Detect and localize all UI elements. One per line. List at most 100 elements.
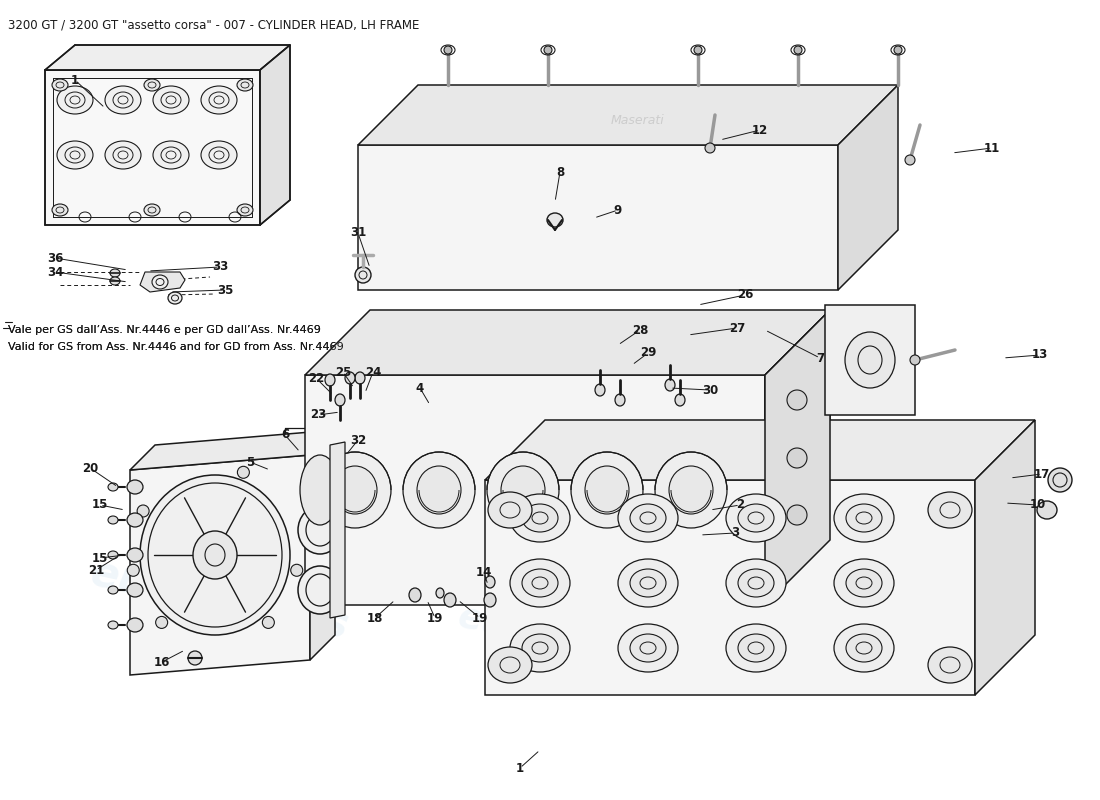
Ellipse shape — [910, 355, 920, 365]
Ellipse shape — [834, 559, 894, 607]
Text: 3: 3 — [730, 526, 739, 539]
Text: Spares: Spares — [601, 191, 800, 278]
Ellipse shape — [738, 504, 774, 532]
Ellipse shape — [666, 379, 675, 391]
Ellipse shape — [188, 651, 202, 665]
Text: Vale per GS dall’Ass. Nr.4446 e per GD dall’Ass. Nr.4469: Vale per GS dall’Ass. Nr.4446 e per GD d… — [8, 325, 321, 335]
Text: 15: 15 — [91, 498, 108, 511]
Ellipse shape — [510, 624, 570, 672]
Text: 20: 20 — [81, 462, 98, 474]
Text: 11: 11 — [983, 142, 1000, 154]
Ellipse shape — [630, 569, 666, 597]
Ellipse shape — [104, 141, 141, 169]
Ellipse shape — [263, 617, 274, 629]
Polygon shape — [485, 480, 975, 695]
Ellipse shape — [522, 634, 558, 662]
Ellipse shape — [126, 583, 143, 597]
Text: 26: 26 — [737, 289, 754, 302]
Ellipse shape — [694, 46, 702, 54]
Text: 19: 19 — [427, 611, 443, 625]
Text: 33: 33 — [212, 261, 228, 274]
Ellipse shape — [547, 213, 563, 227]
Ellipse shape — [238, 466, 250, 478]
Ellipse shape — [522, 569, 558, 597]
Ellipse shape — [571, 452, 643, 528]
Ellipse shape — [846, 569, 882, 597]
Text: eurospares: eurospares — [454, 600, 685, 680]
Ellipse shape — [834, 624, 894, 672]
Ellipse shape — [236, 79, 253, 91]
Ellipse shape — [201, 86, 236, 114]
Ellipse shape — [1048, 468, 1072, 492]
Text: 24: 24 — [365, 366, 382, 378]
Polygon shape — [975, 420, 1035, 695]
Text: 19: 19 — [472, 611, 488, 625]
Text: 25: 25 — [334, 366, 351, 378]
Text: 16: 16 — [154, 655, 170, 669]
Ellipse shape — [846, 504, 882, 532]
Ellipse shape — [126, 480, 143, 494]
Text: 15: 15 — [91, 551, 108, 565]
Ellipse shape — [153, 141, 189, 169]
Ellipse shape — [905, 155, 915, 165]
Ellipse shape — [108, 483, 118, 491]
Ellipse shape — [319, 452, 390, 528]
Polygon shape — [764, 310, 830, 605]
Text: 4: 4 — [416, 382, 425, 394]
Ellipse shape — [336, 394, 345, 406]
Ellipse shape — [444, 46, 452, 54]
Ellipse shape — [595, 384, 605, 396]
Ellipse shape — [738, 634, 774, 662]
Ellipse shape — [110, 277, 120, 285]
Text: 31: 31 — [350, 226, 366, 239]
Ellipse shape — [126, 618, 143, 632]
Ellipse shape — [630, 634, 666, 662]
Polygon shape — [305, 310, 830, 375]
Ellipse shape — [140, 475, 290, 635]
Ellipse shape — [236, 204, 253, 216]
Text: 21: 21 — [88, 563, 104, 577]
Ellipse shape — [488, 492, 532, 528]
Text: 22: 22 — [308, 371, 324, 385]
Polygon shape — [130, 455, 310, 675]
Ellipse shape — [726, 494, 786, 542]
Ellipse shape — [155, 617, 167, 629]
Ellipse shape — [630, 504, 666, 532]
Text: 29: 29 — [640, 346, 657, 359]
Text: Vale per GS dall’Ass. Nr.4446 e per GD dall’Ass. Nr.4469: Vale per GS dall’Ass. Nr.4446 e per GD d… — [8, 325, 321, 335]
Ellipse shape — [484, 593, 496, 607]
Ellipse shape — [794, 46, 802, 54]
Ellipse shape — [333, 466, 377, 514]
Ellipse shape — [510, 559, 570, 607]
Ellipse shape — [128, 564, 140, 576]
Ellipse shape — [108, 586, 118, 594]
Ellipse shape — [786, 448, 807, 468]
Ellipse shape — [57, 86, 94, 114]
Ellipse shape — [510, 494, 570, 542]
Ellipse shape — [144, 79, 159, 91]
Ellipse shape — [300, 455, 340, 525]
Ellipse shape — [669, 466, 713, 514]
Ellipse shape — [654, 452, 727, 528]
Text: 5: 5 — [246, 455, 254, 469]
Ellipse shape — [786, 505, 807, 525]
Ellipse shape — [585, 466, 629, 514]
Polygon shape — [358, 145, 838, 290]
Text: 30: 30 — [702, 383, 718, 397]
Ellipse shape — [544, 46, 552, 54]
Polygon shape — [358, 85, 898, 145]
Text: Valid for GS from Ass. Nr.4446 and for GD from Ass. Nr.4469: Valid for GS from Ass. Nr.4446 and for G… — [8, 342, 343, 352]
Text: 35: 35 — [217, 283, 233, 297]
Text: 9: 9 — [614, 203, 623, 217]
Ellipse shape — [108, 516, 118, 524]
Ellipse shape — [108, 551, 118, 559]
Polygon shape — [140, 272, 185, 292]
Text: 14: 14 — [476, 566, 492, 579]
Ellipse shape — [522, 504, 558, 532]
Ellipse shape — [618, 559, 678, 607]
Polygon shape — [825, 305, 915, 415]
Polygon shape — [45, 70, 260, 225]
Ellipse shape — [144, 204, 159, 216]
Ellipse shape — [52, 79, 68, 91]
Ellipse shape — [201, 141, 236, 169]
